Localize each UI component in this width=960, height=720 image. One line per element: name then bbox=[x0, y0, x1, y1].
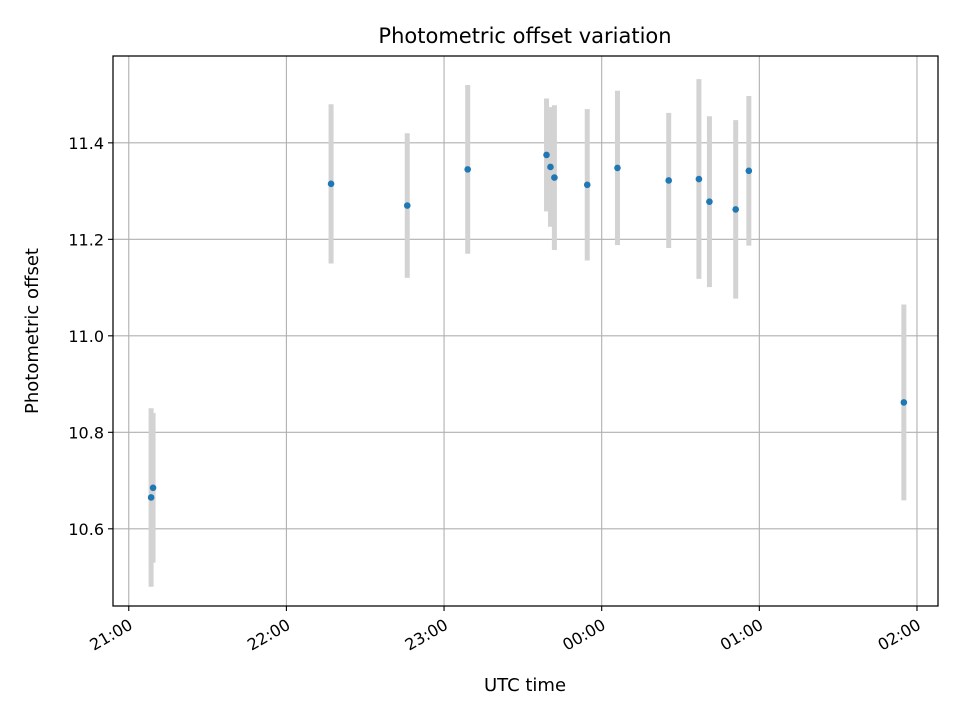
data-point bbox=[551, 174, 558, 181]
y-axis-label: Photometric offset bbox=[22, 248, 43, 414]
data-point bbox=[547, 163, 554, 171]
data-point bbox=[464, 166, 471, 173]
data-point bbox=[614, 164, 621, 172]
data-point bbox=[147, 494, 155, 501]
grid-lines bbox=[113, 56, 938, 606]
y-tick-label: 10.8 bbox=[68, 423, 104, 442]
data-point bbox=[583, 181, 591, 189]
plot-frame bbox=[112, 55, 939, 607]
data-points bbox=[147, 151, 908, 501]
data-point bbox=[900, 399, 908, 406]
data-point bbox=[745, 167, 753, 175]
plot-area bbox=[113, 56, 938, 606]
data-point bbox=[695, 175, 703, 183]
y-tick-label: 11.4 bbox=[68, 134, 104, 153]
data-point bbox=[327, 180, 335, 188]
y-axis-ticks: 10.6 10.8 11.0 11.2 11.4 bbox=[68, 134, 113, 539]
data-point bbox=[732, 206, 739, 213]
y-tick-label: 11.0 bbox=[68, 327, 104, 346]
data-point bbox=[149, 484, 157, 492]
y-tick-label: 10.6 bbox=[68, 520, 104, 539]
x-axis-label: UTC time bbox=[484, 675, 566, 696]
data-point bbox=[665, 177, 672, 184]
data-point bbox=[403, 202, 411, 209]
y-tick-label: 11.2 bbox=[68, 230, 104, 249]
data-point bbox=[543, 151, 550, 159]
data-point bbox=[706, 198, 713, 206]
chart-title: Photometric offset variation bbox=[378, 24, 671, 48]
